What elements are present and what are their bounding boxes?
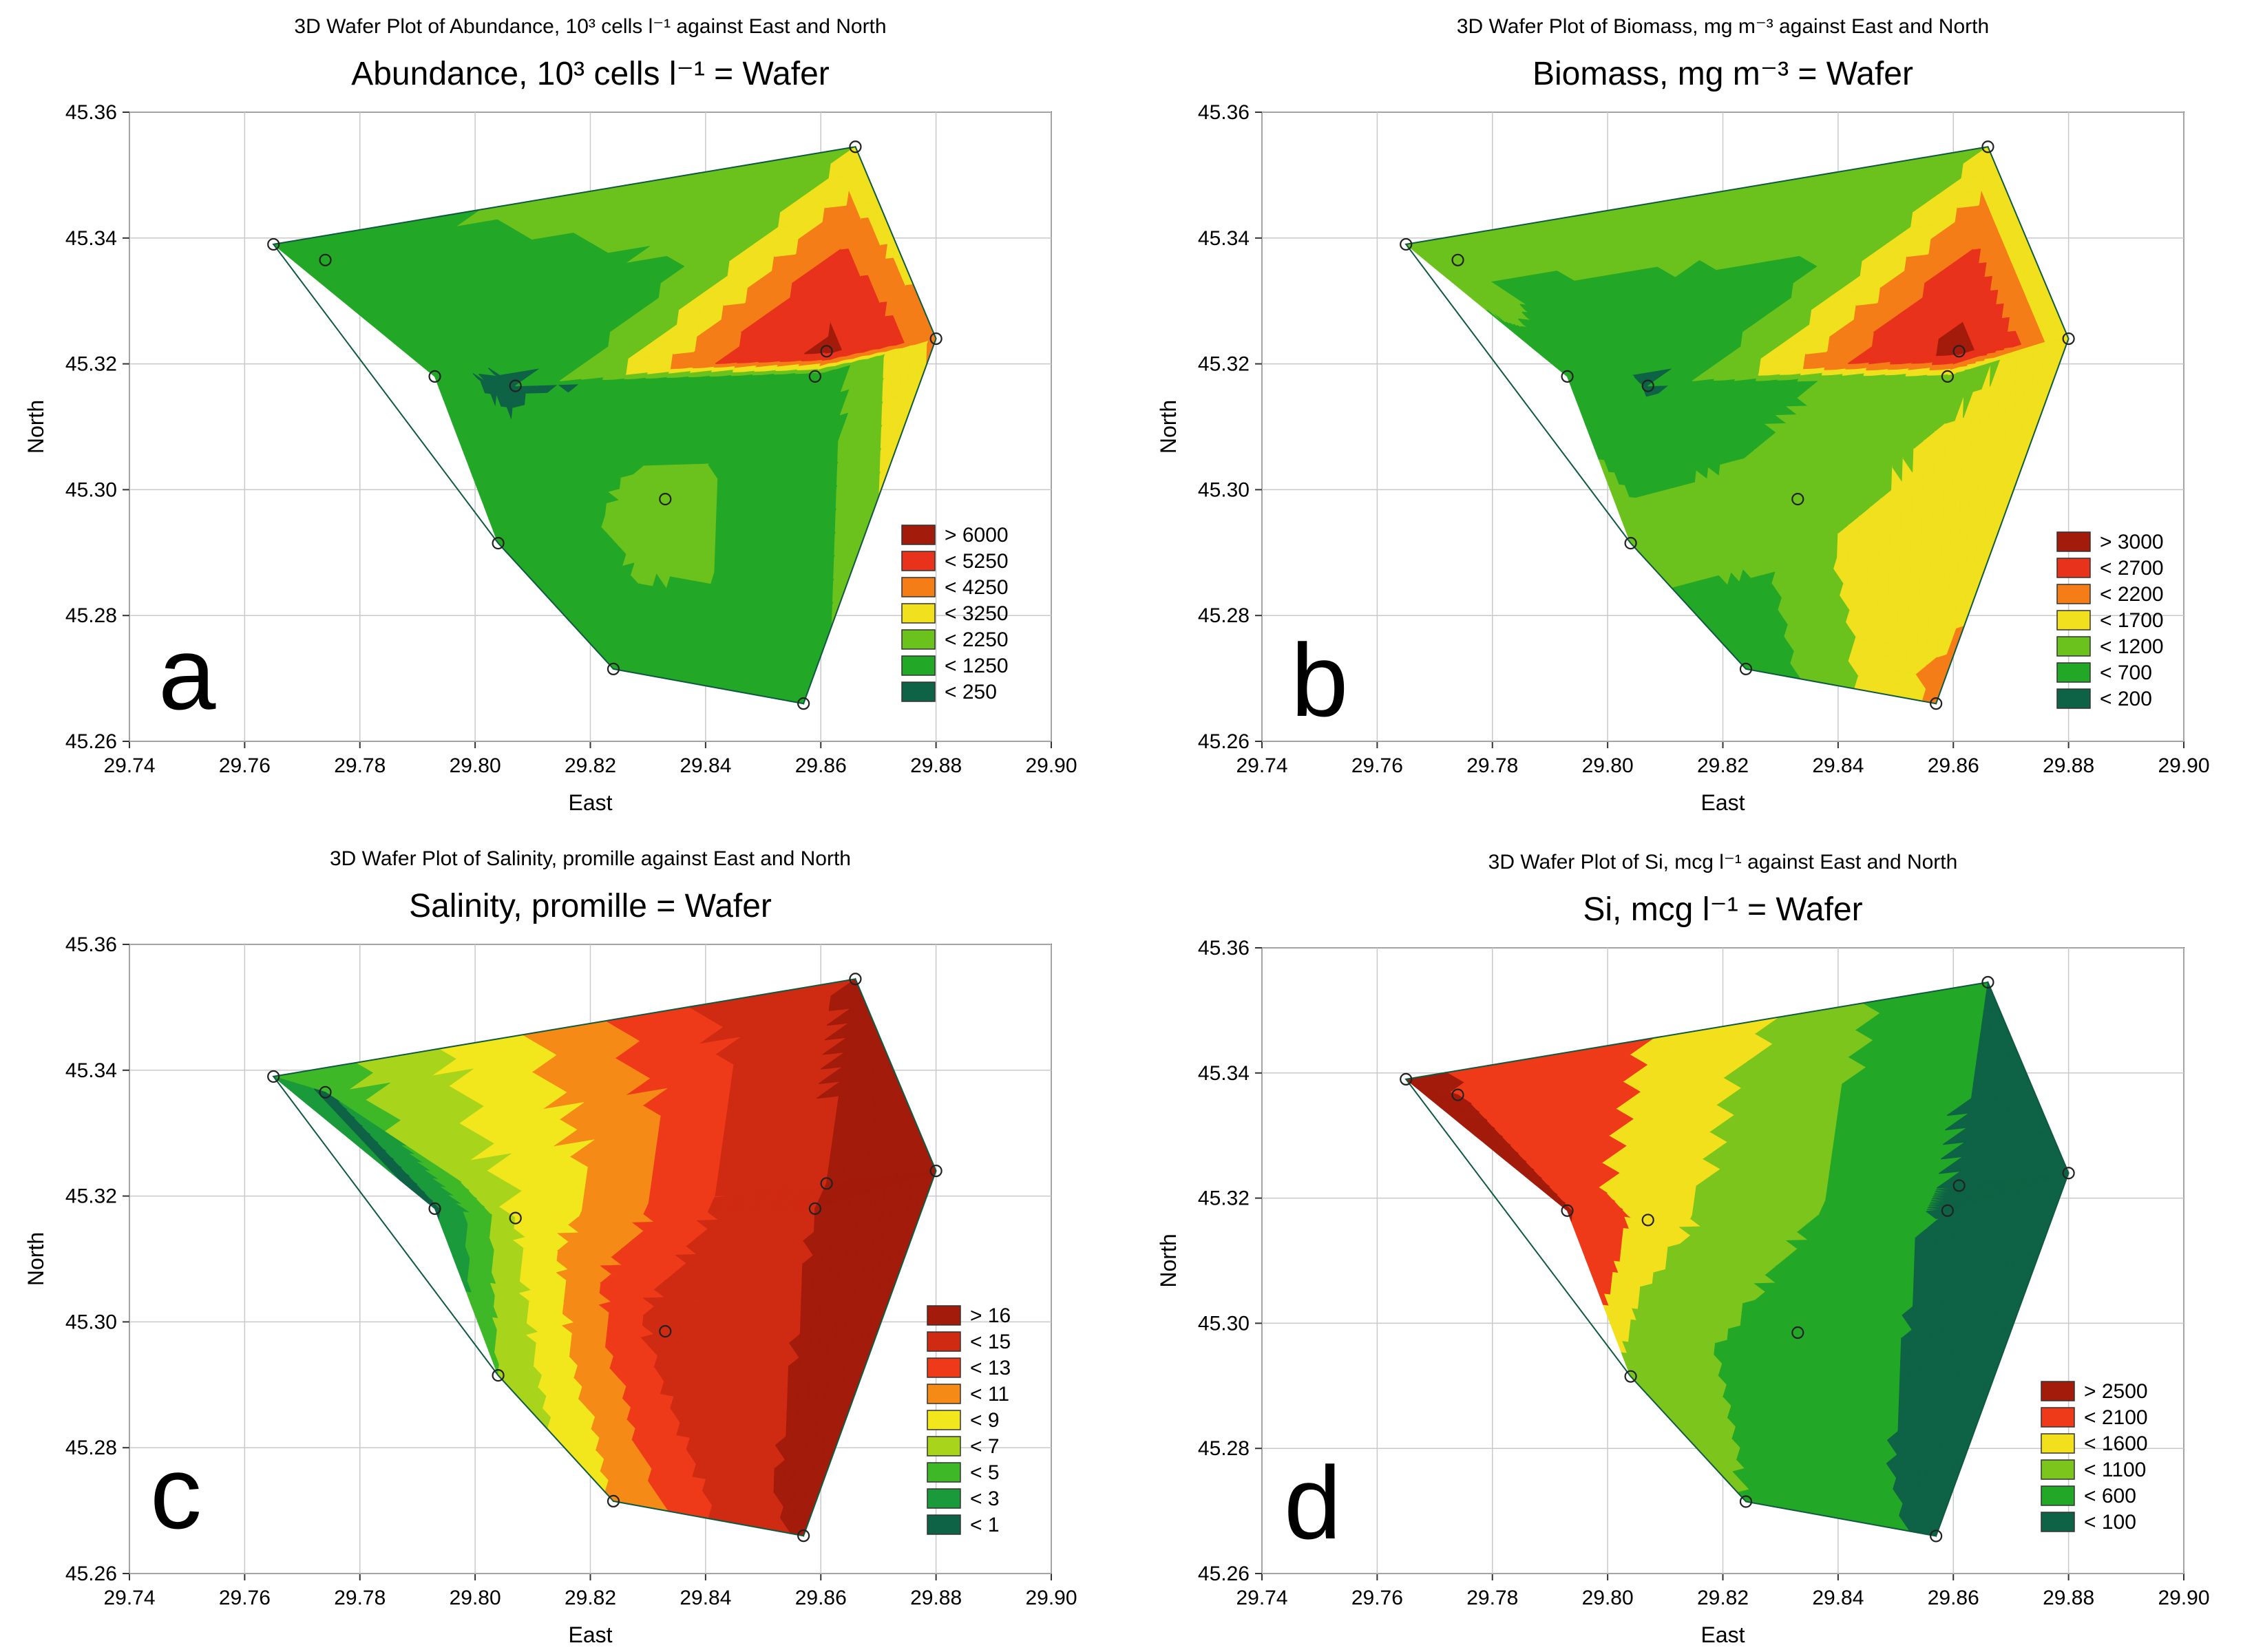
panel-letter: a [158, 615, 216, 731]
contour-cell [352, 291, 365, 302]
x-tick-label: 29.74 [1236, 754, 1287, 777]
legend-label: < 250 [945, 681, 997, 703]
x-tick-label: 29.86 [1928, 754, 1979, 777]
x-tick-label: 29.76 [219, 754, 271, 777]
contour-cell [376, 317, 388, 327]
x-tick-label: 29.78 [1466, 754, 1518, 777]
y-axis-label: North [1156, 400, 1181, 454]
y-tick-label: 45.30 [1198, 478, 1250, 501]
legend-swatch [901, 629, 936, 650]
y-tick-label: 45.34 [65, 227, 117, 250]
contour-cell [360, 299, 373, 310]
legend-swatch [901, 551, 936, 571]
x-tick-label: 29.74 [103, 754, 155, 777]
contour-cell [392, 333, 404, 344]
legend-swatch [901, 603, 936, 624]
x-tick-label: 29.86 [795, 754, 847, 777]
contour-cell [337, 275, 350, 286]
y-tick-label: 45.32 [1198, 353, 1250, 376]
y-tick-label: 45.34 [1198, 227, 1250, 250]
x-tick-label: 29.82 [565, 754, 616, 777]
x-tick-label: 29.76 [1351, 754, 1403, 777]
x-tick-label: 29.80 [1582, 754, 1634, 777]
contour-cell [344, 283, 357, 294]
y-tick-label: 45.28 [1198, 604, 1250, 627]
x-tick-label: 29.90 [1025, 754, 1077, 777]
y-tick-label: 45.26 [1198, 730, 1250, 753]
legend-label: < 2250 [945, 628, 1009, 651]
x-tick-label: 29.82 [1697, 754, 1749, 777]
panel-b: 3D Wafer Plot of Biomass, mg m⁻³ against… [1156, 15, 2210, 815]
y-tick-label: 45.36 [65, 101, 117, 124]
x-tick-label: 29.90 [2158, 754, 2209, 777]
legend-label: < 1250 [945, 655, 1009, 677]
y-axis-label: North [23, 400, 48, 454]
y-tick-label: 45.32 [65, 353, 117, 376]
legend-swatch [901, 681, 936, 702]
x-axis-label: East [1700, 790, 1745, 815]
x-tick-label: 29.88 [2043, 754, 2094, 777]
panel-title: Abundance, 10³ cells l⁻¹ = Wafer [351, 56, 830, 92]
contour-fill [272, 145, 937, 706]
contour-cell [415, 358, 428, 369]
x-tick-label: 29.80 [450, 754, 501, 777]
contour-cell [383, 325, 397, 335]
panel-a: 3D Wafer Plot of Abundance, 10³ cells l⁻… [23, 15, 1077, 815]
legend-label: < 4250 [945, 576, 1009, 599]
legend-swatch [901, 525, 936, 545]
x-tick-label: 29.84 [1812, 754, 1864, 777]
y-tick-label: 45.26 [65, 730, 117, 753]
x-axis-label: East [568, 790, 612, 815]
x-tick-label: 29.78 [334, 754, 386, 777]
legend-label: < 3250 [945, 602, 1009, 625]
contour-cell [368, 308, 381, 319]
legend-label: < 5250 [945, 550, 1009, 573]
panel-suptitle: 3D Wafer Plot of Biomass, mg m⁻³ against… [1457, 15, 1989, 38]
contour-cell [399, 341, 412, 352]
legend-label: > 6000 [945, 524, 1009, 547]
y-tick-label: 45.30 [65, 478, 117, 501]
y-tick-label: 45.28 [65, 604, 117, 627]
legend-swatch [901, 655, 936, 676]
legend-swatch [901, 577, 936, 597]
contour-cell [329, 266, 341, 277]
panel-suptitle: 3D Wafer Plot of Abundance, 10³ cells l⁻… [294, 15, 886, 38]
y-tick-label: 45.36 [1198, 101, 1250, 124]
contour-cell [407, 350, 420, 361]
x-tick-label: 29.88 [910, 754, 962, 777]
panel-title: Biomass, mg m⁻³ = Wafer [1533, 56, 1913, 92]
x-tick-label: 29.84 [680, 754, 731, 777]
